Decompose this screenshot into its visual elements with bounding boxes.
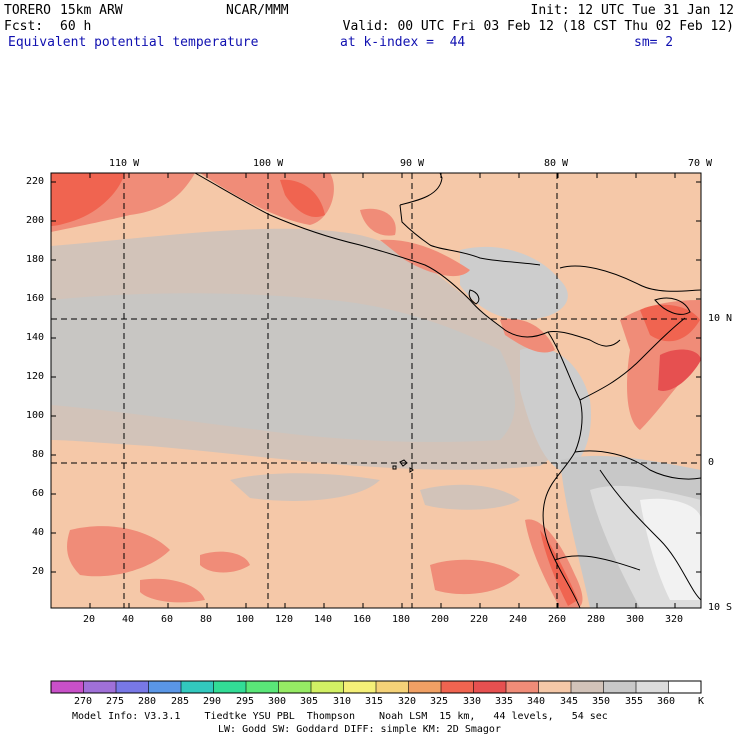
colorbar-swatch bbox=[636, 681, 669, 693]
y-tick-label: 140 bbox=[26, 332, 45, 343]
colorbar-label: 360 bbox=[657, 696, 676, 707]
colorbar-swatch bbox=[51, 681, 84, 693]
colorbar-label: 275 bbox=[106, 696, 125, 707]
smoothing-label: sm= 2 bbox=[634, 35, 674, 50]
model-info-line1: Model Info: V3.3.1 Tiedtke YSU PBL Thomp… bbox=[72, 711, 608, 722]
y-tick-label: 220 bbox=[26, 176, 45, 187]
colorbar-swatch bbox=[311, 681, 344, 693]
colorbar-label: 270 bbox=[74, 696, 93, 707]
colorbar-frame bbox=[50, 680, 702, 694]
colorbar-swatch bbox=[538, 681, 572, 693]
lon-label-110w: 110 W bbox=[109, 158, 140, 169]
colorbar-label: 280 bbox=[138, 696, 157, 707]
y-tick-label: 200 bbox=[26, 215, 45, 226]
x-tick-label: 320 bbox=[665, 614, 684, 625]
lat-label-equator: 0 bbox=[708, 457, 715, 468]
x-tick-label: 300 bbox=[626, 614, 645, 625]
lon-label-70w: 70 W bbox=[688, 158, 713, 169]
colorbar-label: 355 bbox=[625, 696, 644, 707]
colorbar-swatch bbox=[246, 681, 279, 693]
lat-label-10s: 10 S bbox=[708, 602, 733, 613]
colorbar-swatch bbox=[83, 681, 117, 693]
colorbar-label: 295 bbox=[236, 696, 255, 707]
x-tick-label: 80 bbox=[200, 614, 213, 625]
field-title: Equivalent potential temperature bbox=[8, 35, 259, 50]
y-tick-label: 60 bbox=[32, 488, 45, 499]
y-axis-ticks bbox=[51, 181, 701, 573]
colorbar-swatch bbox=[506, 681, 539, 693]
forecast-label: Fcst: bbox=[4, 19, 44, 34]
colorbar-swatch bbox=[278, 681, 312, 693]
lat-label-10n: 10 N bbox=[708, 313, 733, 324]
colorbar-label: 335 bbox=[495, 696, 514, 707]
colorbar-label: 285 bbox=[171, 696, 190, 707]
colorbar-swatch bbox=[376, 681, 409, 693]
colorbar-swatch bbox=[473, 681, 507, 693]
x-tick-label: 120 bbox=[275, 614, 294, 625]
colorbar-label: 310 bbox=[333, 696, 352, 707]
y-tick-label: 160 bbox=[26, 293, 45, 304]
colorbar-swatch bbox=[668, 681, 702, 693]
colorbar-label: 330 bbox=[463, 696, 482, 707]
y-tick-label: 20 bbox=[32, 566, 45, 577]
plot-frame bbox=[50, 172, 702, 609]
colorbar-label: 305 bbox=[300, 696, 319, 707]
x-tick-label: 240 bbox=[509, 614, 528, 625]
x-tick-label: 100 bbox=[236, 614, 255, 625]
colorbar-label: 345 bbox=[560, 696, 579, 707]
colorbar-label: 315 bbox=[365, 696, 384, 707]
colorbar-label: 290 bbox=[203, 696, 222, 707]
colorbar-swatch bbox=[441, 681, 474, 693]
y-tick-label: 100 bbox=[26, 410, 45, 421]
forecast-hour: 60 h bbox=[60, 19, 92, 34]
colorbar-label: 300 bbox=[268, 696, 287, 707]
colorbar bbox=[50, 680, 702, 694]
init-time: Init: 12 UTC Tue 31 Jan 12 bbox=[530, 3, 735, 18]
model-info-line2: LW: Godd SW: Goddard DIFF: simple KM: 2D… bbox=[218, 724, 501, 735]
colorbar-swatch bbox=[181, 681, 214, 693]
x-tick-label: 220 bbox=[470, 614, 489, 625]
x-tick-label: 60 bbox=[161, 614, 174, 625]
colorbar-swatch bbox=[571, 681, 604, 693]
model-name: TORERO bbox=[4, 3, 51, 18]
y-tick-label: 120 bbox=[26, 371, 45, 382]
colorbar-swatch bbox=[116, 681, 149, 693]
colorbar-label: 340 bbox=[527, 696, 546, 707]
colorbar-label: 325 bbox=[430, 696, 449, 707]
x-tick-label: 260 bbox=[548, 614, 567, 625]
y-tick-label: 40 bbox=[32, 527, 45, 538]
level-label: at k-index = 44 bbox=[340, 35, 466, 50]
colorbar-swatch bbox=[148, 681, 182, 693]
colorbar-swatch bbox=[343, 681, 377, 693]
colorbar-swatch bbox=[603, 681, 637, 693]
lon-label-100w: 100 W bbox=[253, 158, 284, 169]
center-label: NCAR/MMM bbox=[226, 3, 289, 18]
x-tick-label: 180 bbox=[392, 614, 411, 625]
x-tick-label: 140 bbox=[314, 614, 333, 625]
model-resolution: 15km ARW bbox=[60, 3, 123, 18]
colorbar-swatch bbox=[408, 681, 442, 693]
lat-lon-grid bbox=[51, 173, 701, 608]
x-axis-ticks bbox=[89, 173, 676, 608]
colorbar-label: 350 bbox=[592, 696, 611, 707]
valid-time: Valid: 00 UTC Fri 03 Feb 12 (18 CST Thu … bbox=[342, 19, 734, 34]
colorbar-swatch bbox=[213, 681, 247, 693]
equivalent-potential-temperature-field bbox=[51, 173, 701, 608]
colorbar-unit: K bbox=[698, 696, 705, 707]
y-tick-label: 80 bbox=[32, 449, 45, 460]
lon-label-90w: 90 W bbox=[400, 158, 425, 169]
lon-label-80w: 80 W bbox=[544, 158, 569, 169]
colorbar-label: 320 bbox=[398, 696, 417, 707]
y-tick-label: 180 bbox=[26, 254, 45, 265]
x-tick-label: 160 bbox=[353, 614, 372, 625]
x-tick-label: 20 bbox=[83, 614, 96, 625]
x-tick-label: 280 bbox=[587, 614, 606, 625]
x-tick-label: 200 bbox=[431, 614, 450, 625]
x-tick-label: 40 bbox=[122, 614, 135, 625]
